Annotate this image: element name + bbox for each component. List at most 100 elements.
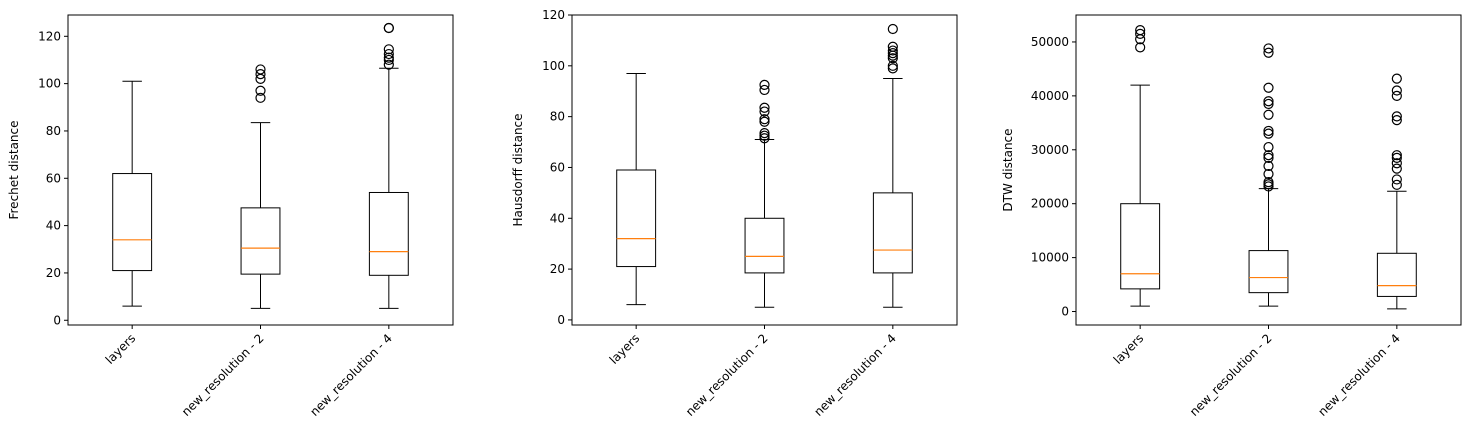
outlier-point: [887, 23, 898, 35]
outlier-point: [1263, 160, 1274, 172]
x-tick-label: new_resolution - 4: [811, 331, 899, 419]
outlier-point: [1391, 179, 1402, 190]
box-2: [240, 64, 281, 309]
outlier-point: [1263, 152, 1274, 163]
y-tick-label: 0: [53, 313, 61, 327]
x-tick-label: layers: [1111, 331, 1147, 367]
outlier-point: [759, 84, 770, 96]
y-axis-label: Frechet distance: [7, 120, 21, 219]
outlier-point: [1263, 109, 1274, 120]
outlier-point: [1391, 163, 1402, 174]
outlier-point: [1263, 150, 1274, 161]
outlier-point: [1263, 179, 1274, 190]
outlier-point: [1391, 150, 1402, 161]
outlier-point: [1391, 111, 1402, 122]
outlier-point: [1263, 125, 1274, 137]
box-3: [872, 23, 913, 308]
y-tick-label: 80: [550, 110, 565, 124]
x-tick-label: layers: [607, 331, 643, 367]
y-axis-label: DTW distance: [1001, 128, 1015, 211]
outlier-point: [759, 79, 770, 90]
outlier-point: [1263, 141, 1274, 153]
box-2: [744, 79, 785, 308]
box-1: [1120, 24, 1161, 307]
outlier-point: [1263, 177, 1274, 188]
y-tick-label: 40: [46, 219, 61, 233]
x-tick-label: new_resolution - 2: [683, 331, 771, 419]
outlier-point: [1135, 42, 1146, 53]
outlier-point: [759, 130, 770, 141]
outlier-point: [759, 128, 770, 139]
x-tick-label: layers: [103, 331, 139, 367]
outlier-point: [1263, 96, 1274, 107]
y-tick-label: 30000: [1031, 143, 1069, 157]
chart-panel-1: 0 20 40 60 80 100 120 Frechet distance layers new…: [7, 14, 454, 419]
outlier-point: [887, 48, 898, 59]
outlier-point: [1263, 168, 1274, 180]
y-axis-label: Hausdorff distance: [511, 113, 525, 226]
y-tick-label: 100: [38, 77, 61, 91]
x-tick-label: new_resolution - 4: [307, 331, 395, 419]
outlier-point: [1263, 98, 1274, 110]
outlier-point: [1391, 152, 1402, 163]
y-tick-label: 100: [542, 59, 565, 73]
outlier-point: [1391, 115, 1402, 126]
box-iqr: [240, 207, 281, 275]
outlier-point: [887, 41, 898, 52]
y-tick-label: 60: [46, 171, 61, 185]
y-tick-label: 60: [550, 160, 565, 174]
outlier-point: [887, 60, 898, 71]
outlier-point: [1391, 85, 1402, 96]
outlier-point: [1263, 43, 1274, 54]
outlier-point: [1263, 47, 1274, 58]
x-tick-label: new_resolution - 4: [1315, 331, 1403, 419]
outlier-point: [759, 133, 770, 144]
box-iqr: [1376, 252, 1417, 297]
outlier-point: [1135, 28, 1146, 39]
outlier-point: [255, 85, 266, 96]
box-iqr: [1248, 250, 1289, 294]
chart-panel-2: 0 20 40 60 80 100 120 Hausdorff distance layers n…: [511, 8, 958, 419]
box-iqr: [112, 173, 153, 272]
box-1: [112, 80, 153, 307]
outlier-point: [887, 53, 898, 64]
outlier-point: [1391, 73, 1402, 84]
box-3: [368, 22, 409, 309]
outlier-point: [255, 69, 266, 80]
y-tick-label: 40000: [1031, 89, 1069, 103]
outlier-point: [255, 64, 266, 75]
box-2: [1248, 43, 1289, 307]
y-tick-label: 20: [550, 262, 565, 276]
outlier-point: [1391, 90, 1402, 101]
outlier-point: [759, 102, 770, 113]
y-tick-label: 120: [38, 29, 61, 43]
y-tick-label: 20: [46, 266, 61, 280]
y-tick-label: 50000: [1031, 35, 1069, 49]
box-iqr: [616, 169, 657, 268]
outlier-point: [759, 114, 770, 125]
y-tick-label: 80: [46, 124, 61, 138]
outlier-point: [1391, 174, 1402, 185]
outlier-point: [1135, 24, 1146, 36]
box-iqr: [368, 191, 409, 276]
outlier-point: [383, 52, 394, 63]
y-tick-label: 0: [1061, 305, 1069, 319]
outlier-point: [383, 22, 394, 34]
y-tick-label: 10000: [1031, 251, 1069, 265]
x-tick-label: new_resolution - 2: [179, 331, 267, 419]
box-iqr: [872, 192, 913, 274]
outlier-point: [759, 116, 770, 127]
y-tick-label: 40: [550, 211, 565, 225]
box-1: [616, 72, 657, 306]
outlier-point: [887, 63, 898, 74]
x-tick-label: new_resolution - 2: [1187, 331, 1275, 419]
outlier-point: [383, 44, 394, 55]
box-iqr: [744, 217, 785, 274]
box-3: [1376, 73, 1417, 310]
outlier-point: [1263, 128, 1274, 139]
box-iqr: [1120, 203, 1161, 290]
outlier-point: [1391, 158, 1402, 169]
outlier-point: [383, 59, 394, 70]
outlier-point: [383, 48, 394, 60]
y-tick-label: 120: [542, 8, 565, 22]
